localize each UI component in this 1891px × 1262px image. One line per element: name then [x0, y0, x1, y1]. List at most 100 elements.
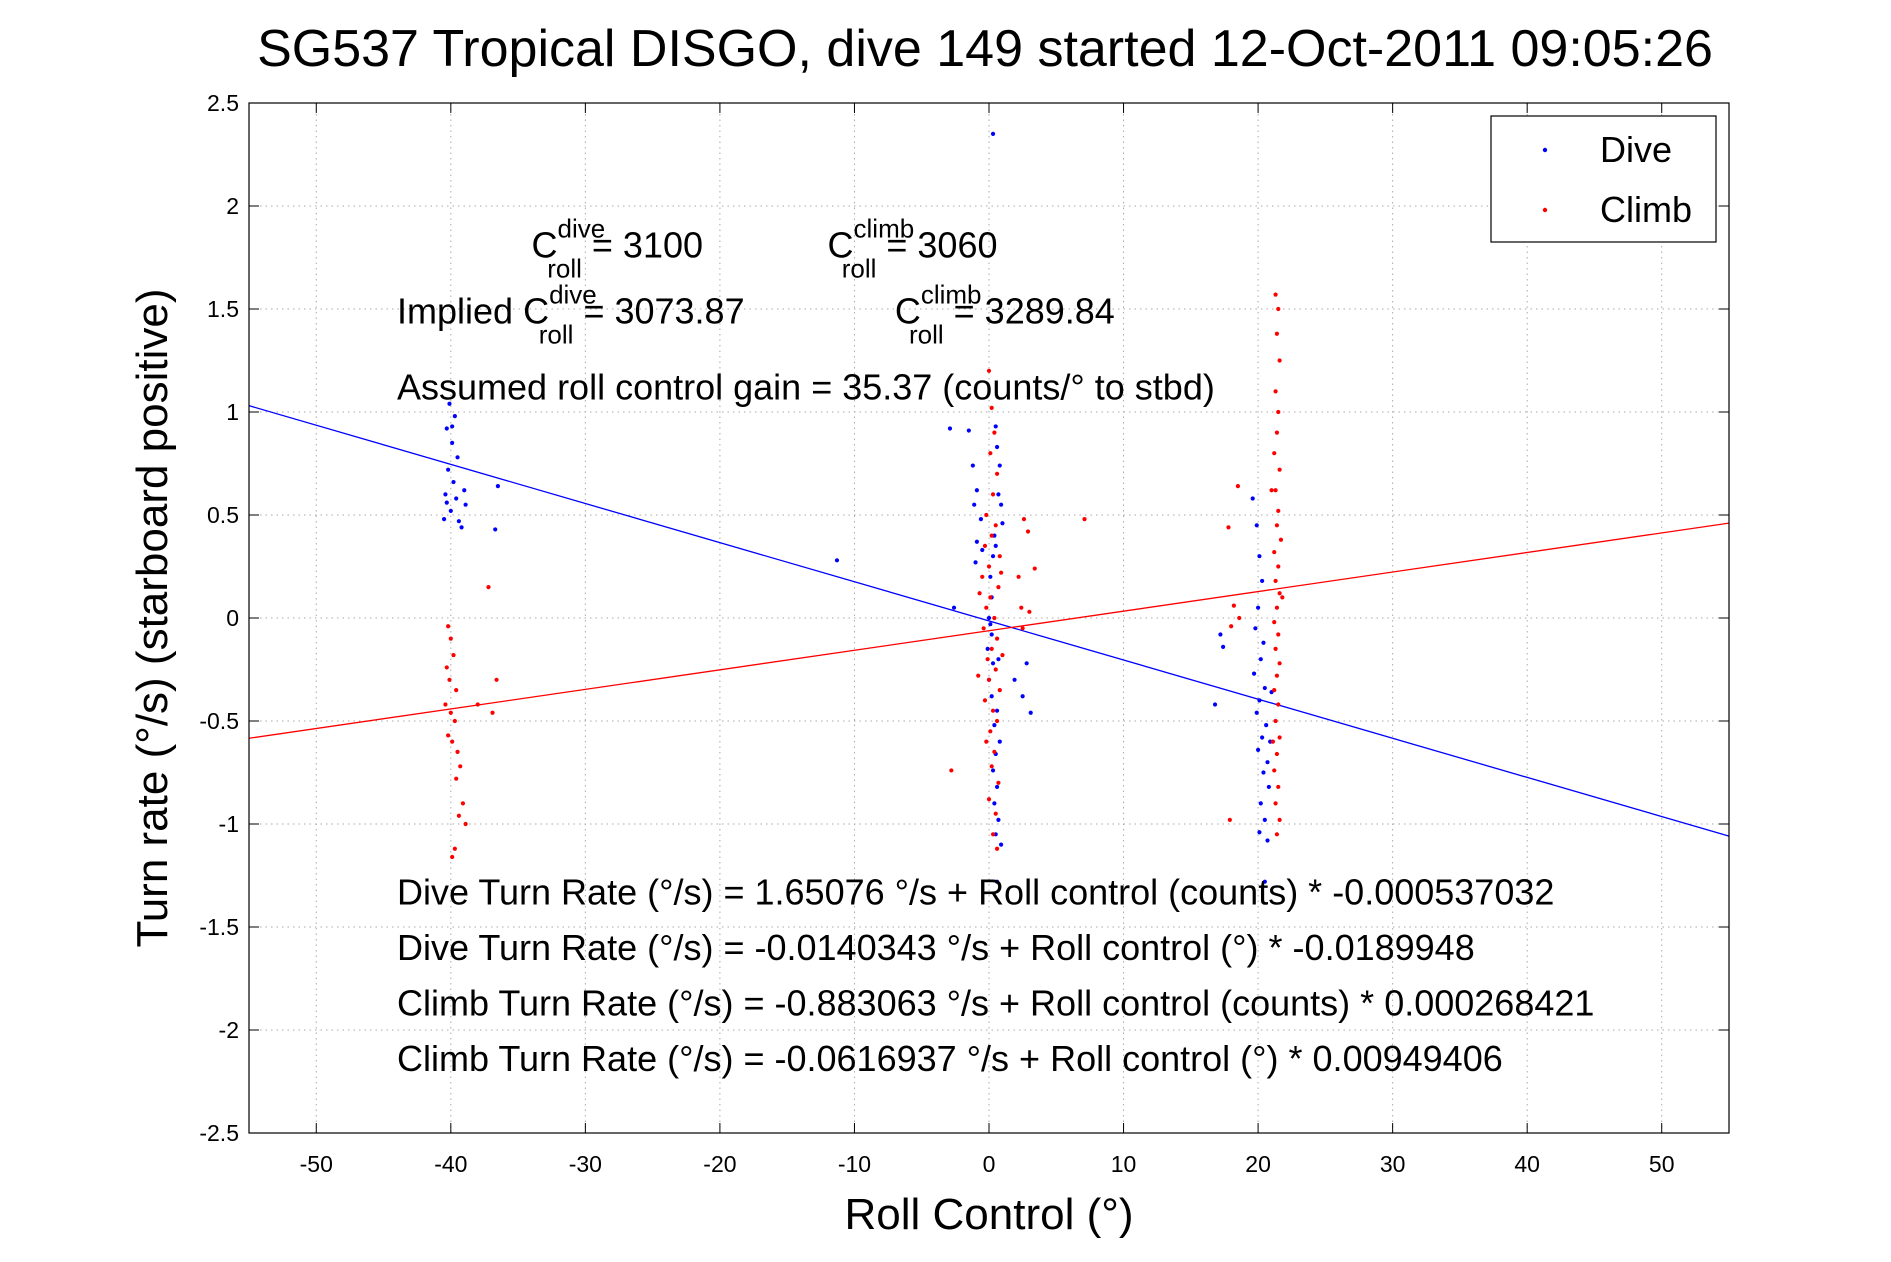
point-dive: [1260, 735, 1265, 740]
y-tick-label: -0.5: [199, 708, 239, 734]
point-dive: [992, 801, 997, 806]
legend-dive-marker: [1542, 147, 1548, 153]
point-dive: [993, 543, 998, 549]
annotation-text: Assumed roll control gain = 35.37 (count…: [397, 367, 1215, 408]
point-dive: [1255, 605, 1261, 610]
point-dive: [1251, 671, 1257, 676]
x-tick-label: -30: [569, 1151, 602, 1177]
y-tick-label: -1.5: [199, 914, 239, 940]
point-dive: [462, 488, 467, 493]
y-tick-label: 2: [226, 193, 239, 219]
point-dive: [994, 444, 1000, 450]
point-dive: [1261, 640, 1266, 645]
point-dive: [974, 539, 979, 544]
annotation-text: Dive Turn Rate (°/s) = -0.0140343 °/s + …: [397, 927, 1475, 968]
point-dive: [1257, 698, 1262, 703]
point-dive: [980, 547, 985, 553]
annotations: Cdive roll = 3100 Cclimb roll = 3060 Implied…: [397, 214, 1594, 1080]
point-climb: [1277, 661, 1282, 666]
point-climb: [444, 665, 449, 670]
point-dive: [450, 440, 455, 445]
point-dive: [990, 554, 996, 559]
point-climb: [452, 846, 457, 851]
point-climb: [985, 657, 990, 662]
point-dive: [448, 508, 453, 513]
point-climb: [1027, 609, 1032, 614]
point-dive: [443, 492, 448, 497]
point-dive: [1250, 496, 1255, 501]
point-dive: [1260, 578, 1265, 584]
axis-ticks: -50 -40 -30 -20 -10 0 10 20 30 40 50-2.5-2-1.5-1-0…: [199, 90, 1729, 1177]
point-climb: [989, 764, 994, 769]
point-climb: [984, 739, 989, 744]
point-climb: [1226, 525, 1231, 530]
y-tick-label: -1: [219, 811, 239, 837]
point-dive: [1265, 760, 1270, 765]
point-dive: [454, 496, 459, 501]
point-dive: [1254, 523, 1259, 528]
point-climb: [463, 821, 468, 827]
x-tick-label: 20: [1245, 1151, 1271, 1177]
x-tick-label: -50: [300, 1151, 333, 1177]
point-climb: [1277, 817, 1282, 822]
point-climb: [1229, 624, 1234, 629]
point-dive: [989, 632, 994, 637]
coefficient-label: Cclimb roll = 3060: [828, 214, 998, 284]
x-tick-label: 40: [1514, 1151, 1540, 1177]
point-dive: [972, 502, 977, 507]
point-dive: [1265, 838, 1270, 843]
point-dive: [1254, 710, 1259, 715]
point-climb: [1270, 739, 1275, 744]
point-dive: [996, 657, 1001, 662]
point-climb: [1276, 564, 1281, 569]
point-climb: [1274, 430, 1280, 435]
point-climb: [1277, 735, 1282, 740]
point-climb: [448, 636, 453, 641]
point-climb: [1273, 718, 1278, 724]
point-climb: [949, 768, 954, 773]
point-climb: [986, 797, 992, 802]
point-climb: [984, 605, 989, 610]
point-climb: [993, 523, 998, 528]
x-axis-label: Roll Control (°): [845, 1190, 1134, 1239]
point-dive: [992, 723, 997, 728]
point-climb: [1272, 620, 1277, 625]
point-dive: [1257, 554, 1262, 559]
point-climb: [1276, 784, 1281, 790]
point-dive: [994, 708, 1000, 713]
point-climb: [1273, 646, 1278, 652]
point-climb: [443, 702, 448, 707]
point-dive: [1266, 784, 1271, 790]
coefficient-label: Cclimb roll = 3289.84: [895, 279, 1115, 349]
point-climb: [993, 667, 998, 672]
y-tick-label: 0: [226, 605, 239, 631]
legend-climb-label: Climb: [1600, 189, 1692, 230]
point-climb: [1273, 578, 1278, 584]
point-dive: [1262, 685, 1267, 691]
point-climb: [1277, 591, 1282, 596]
point-dive: [993, 424, 998, 429]
point-climb: [1274, 832, 1280, 837]
point-climb: [448, 710, 453, 715]
point-climb: [986, 677, 992, 682]
point-climb: [982, 543, 988, 549]
point-dive: [990, 661, 996, 666]
data-points: [441, 131, 1285, 884]
point-climb: [986, 564, 992, 569]
point-climb: [446, 624, 451, 629]
point-dive: [990, 131, 996, 136]
coefficient-label: Cdive roll = 3100: [532, 214, 704, 284]
point-climb: [1237, 615, 1242, 621]
y-tick-label: 1.5: [207, 296, 239, 322]
point-climb: [1032, 566, 1037, 571]
point-climb: [1273, 488, 1278, 493]
x-tick-label: 50: [1649, 1151, 1675, 1177]
point-climb: [447, 677, 452, 682]
point-dive: [493, 527, 498, 532]
point-climb: [454, 688, 459, 693]
point-climb: [460, 801, 466, 806]
point-dive: [444, 426, 449, 431]
point-climb: [1274, 751, 1280, 757]
point-climb: [1276, 409, 1281, 415]
